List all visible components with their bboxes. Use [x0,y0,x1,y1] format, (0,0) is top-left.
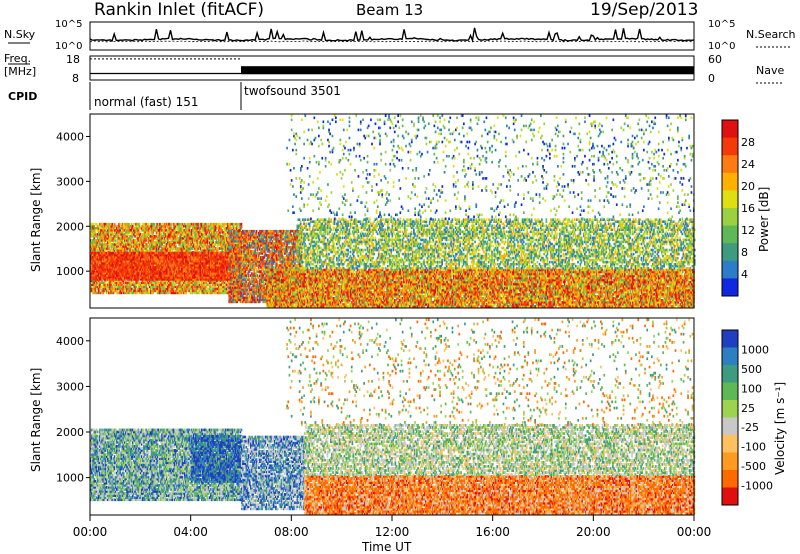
cpid-mode-normal: normal (fast) 151 [94,95,198,109]
freq-left-tick-top: 18 [66,53,80,66]
nave-tick-top: 60 [708,53,722,66]
cpid-mode-twofsound: twofsound 3501 [244,84,341,98]
freq-label-line2: [MHz] [4,65,36,78]
noise-right-tick-top: 10^5 [708,19,735,30]
freq-label-line1: Freq. [4,52,31,65]
freq-left-tick-bottom: 8 [72,72,79,85]
station-title: Rankin Inlet (fitACF) [94,0,264,20]
noise-left-tick-bottom: 10^0 [55,41,82,52]
noise-search-label: N.Search [746,28,796,41]
nave-label: Nave [756,64,784,77]
power-cell [139,223,141,226]
date-title: 19/Sep/2013 [590,0,698,20]
power-cell [96,252,98,255]
noise-sky-label: N.Sky [4,28,36,41]
noise-right-tick-bottom: 10^0 [708,41,735,52]
noise-panel: N.Sky 10^5 10^0 10^5 10^0 N.Search [4,19,796,52]
freq-panel: Freq. [MHz] 18 8 60 0 Nave [4,52,784,85]
nave-band [241,66,694,74]
noise-left-tick-top: 10^5 [55,19,82,30]
nave-tick-bottom: 0 [708,72,715,85]
power-cell [153,223,155,226]
cpid-label: CPID [8,90,37,103]
cpid-panel: CPID normal (fast) 151 twofsound 3501 [8,82,341,110]
beam-title: Beam 13 [356,1,423,19]
power-cell [241,223,243,226]
power-cell [170,223,172,226]
